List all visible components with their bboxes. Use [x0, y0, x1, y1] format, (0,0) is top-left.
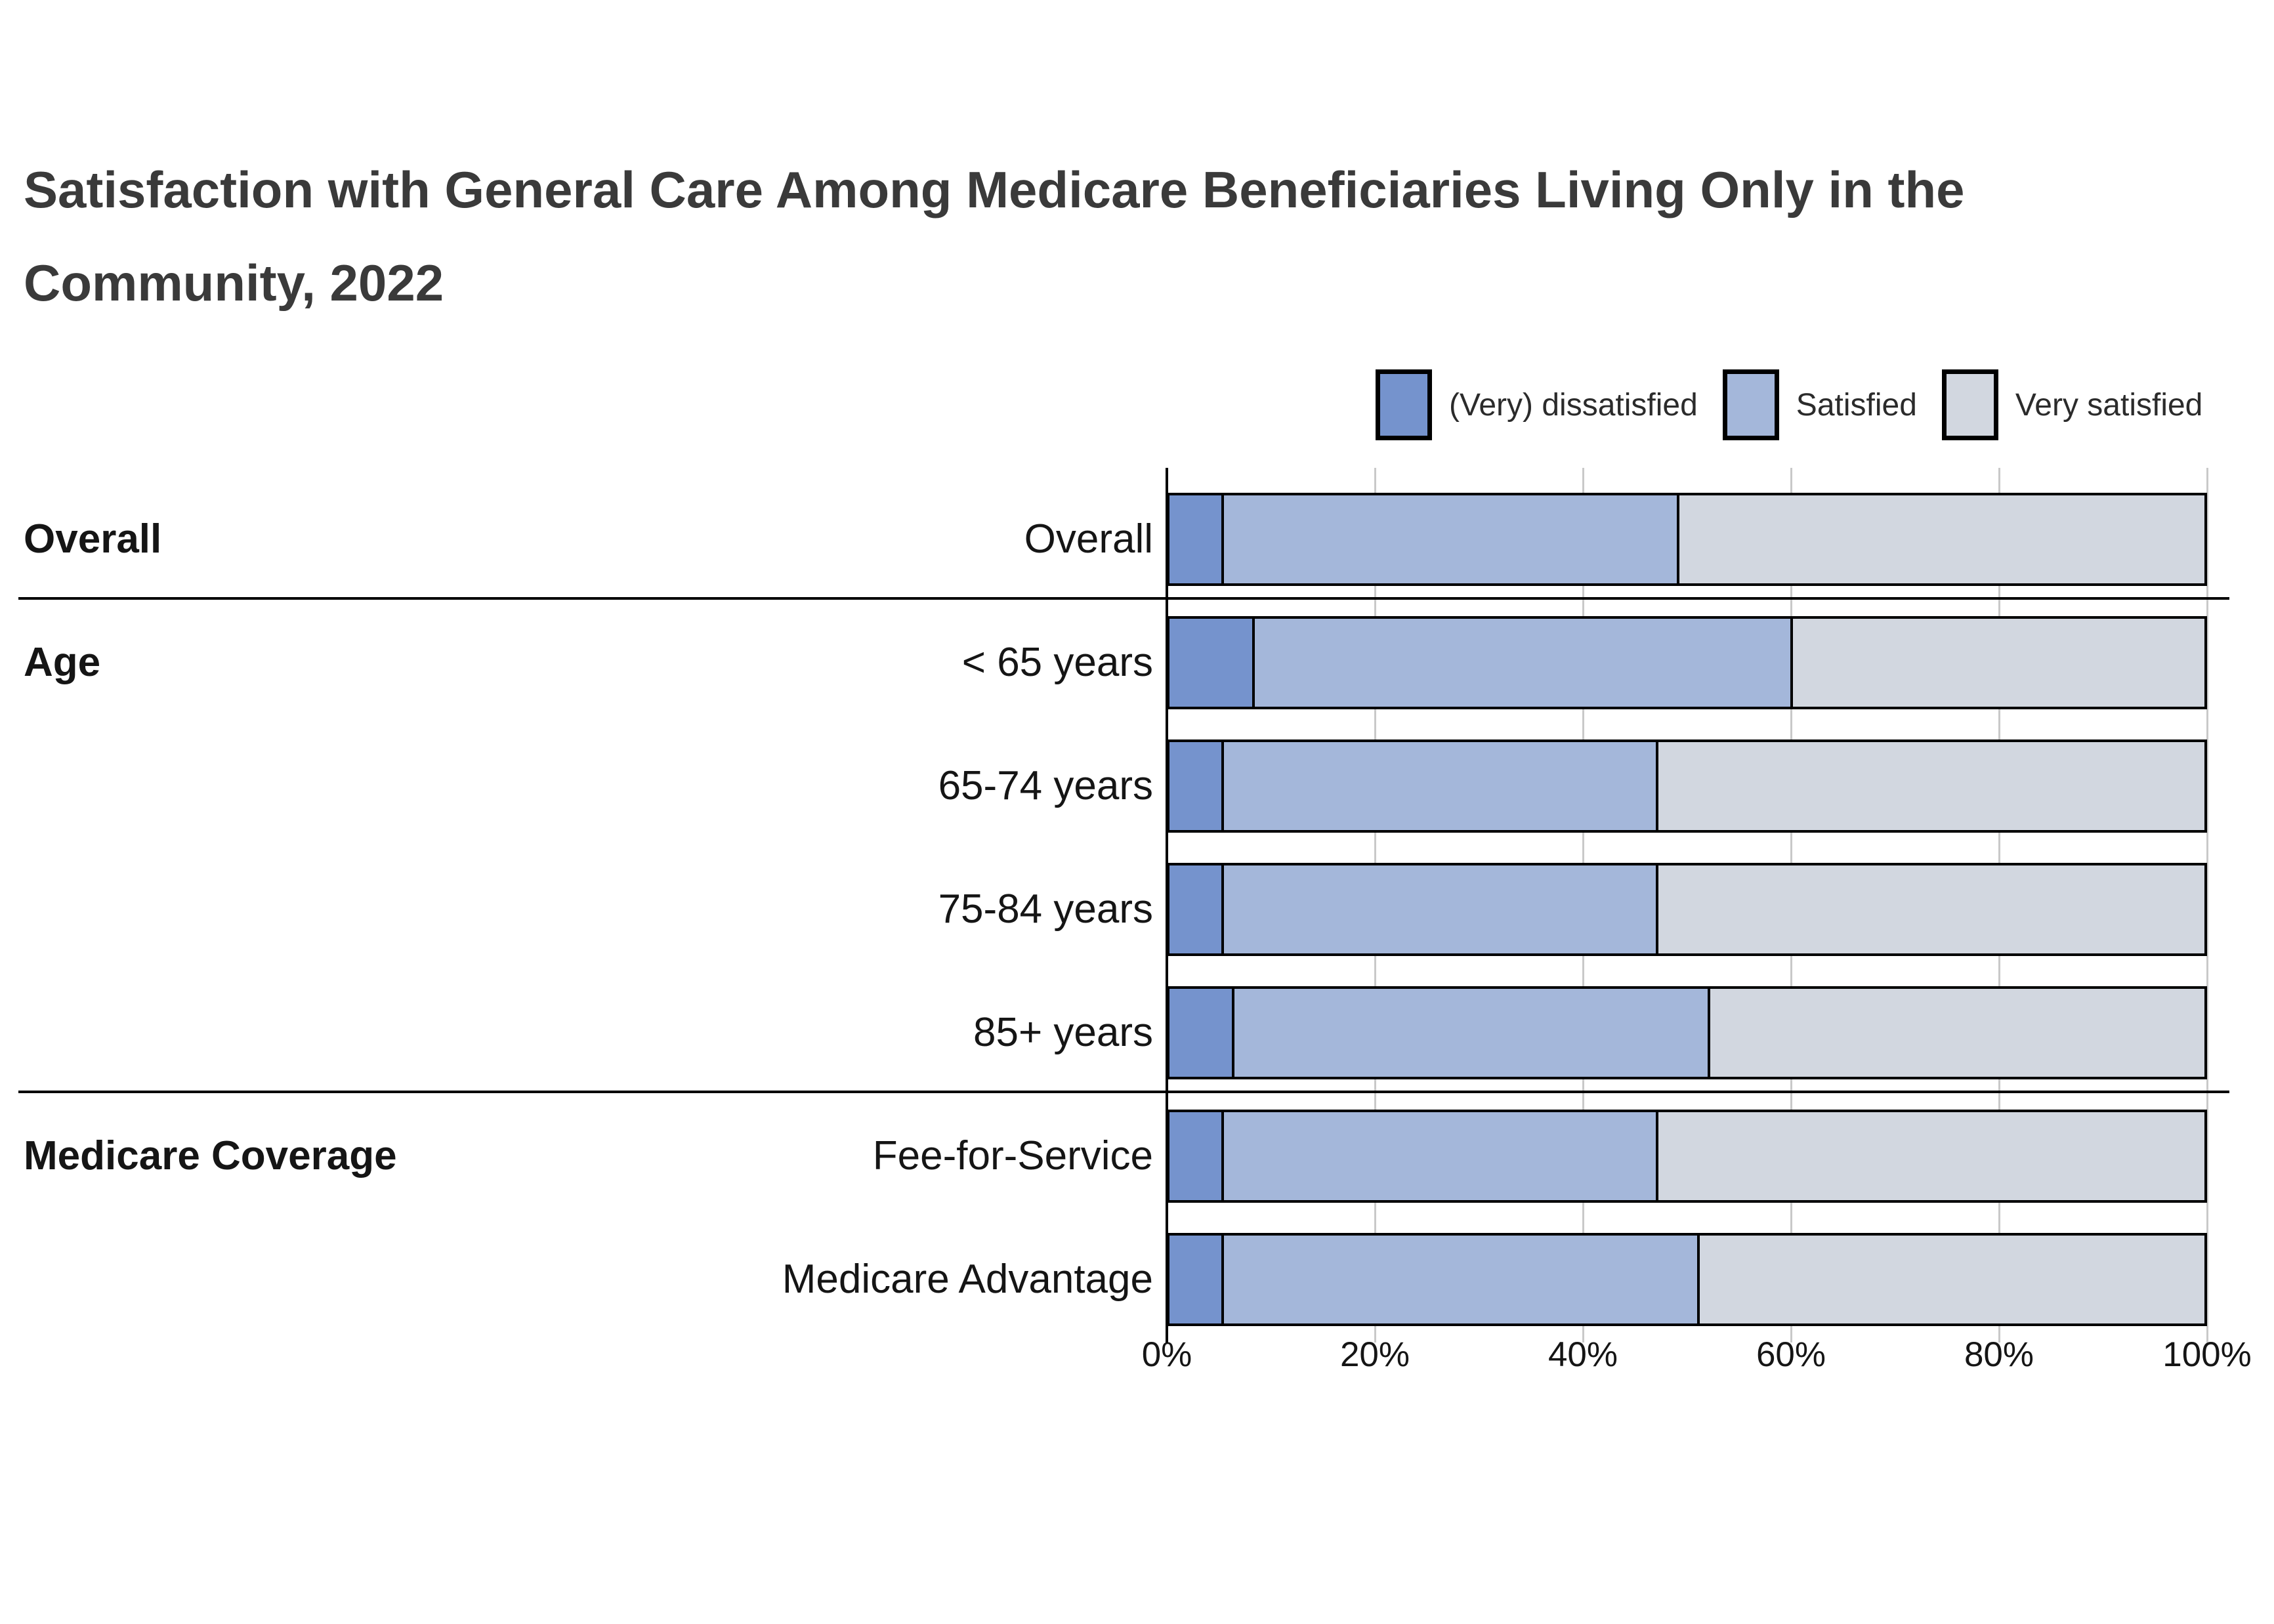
- row-label-7: Medicare Advantage: [782, 1257, 1153, 1302]
- bar-segment: [1221, 495, 1677, 583]
- stacked-bar-2: [1167, 616, 2207, 709]
- plot-area: [1166, 468, 2208, 1343]
- bar-segment: [1169, 619, 1253, 707]
- bar-segment: [1252, 619, 1791, 707]
- stacked-bar-3: [1167, 739, 2207, 833]
- bar-segment: [1708, 989, 2204, 1077]
- bar-segment: [1169, 865, 1221, 953]
- bar-segment: [1790, 619, 2204, 707]
- bar-segment: [1221, 1236, 1698, 1323]
- chart-title-line2: Community, 2022: [24, 254, 444, 312]
- row-label-4: 75-84 years: [938, 886, 1153, 932]
- bar-segment: [1169, 1112, 1221, 1200]
- x-tick-label-100: 100%: [2162, 1335, 2252, 1374]
- bar-segment: [1221, 865, 1656, 953]
- bar-segment: [1169, 495, 1221, 583]
- row-label-5: 85+ years: [973, 1010, 1153, 1055]
- legend-label: Very satisfied: [2015, 387, 2203, 423]
- legend-item-2: Satisfied: [1722, 369, 1917, 440]
- legend-item-3: Very satisfied: [1941, 369, 2203, 440]
- legend-label: Satisfied: [1796, 387, 1917, 423]
- bar-segment: [1169, 742, 1221, 830]
- stacked-bar-4: [1167, 863, 2207, 956]
- bar-segment: [1169, 989, 1232, 1077]
- bar-segment: [1656, 865, 2204, 953]
- stacked-bar-1: [1167, 493, 2207, 586]
- group-label-2: Age: [24, 640, 101, 685]
- row-label-6: Fee-for-Service: [872, 1133, 1153, 1178]
- stacked-bar-7: [1167, 1233, 2207, 1326]
- legend: (Very) dissatisfied Satisfied Very satisfi…: [1376, 369, 2202, 440]
- stacked-bar-5: [1167, 986, 2207, 1079]
- bar-segment: [1221, 1112, 1656, 1200]
- legend-swatch-icon: [1376, 369, 1432, 440]
- group-label-3: Medicare Coverage: [24, 1133, 397, 1178]
- bar-segment: [1676, 495, 2204, 583]
- legend-item-1: (Very) dissatisfied: [1376, 369, 1698, 440]
- bar-segment: [1169, 1236, 1221, 1323]
- legend-swatch-icon: [1722, 369, 1779, 440]
- bar-segment: [1656, 742, 2204, 830]
- bar-segment: [1656, 1112, 2204, 1200]
- stacked-bar-6: [1167, 1110, 2207, 1203]
- bar-segment: [1697, 1236, 2204, 1323]
- row-label-2: < 65 years: [961, 640, 1153, 685]
- chart-title: Satisfaction with General Care Among Med…: [24, 143, 2216, 329]
- row-label-1: Overall: [1024, 516, 1153, 562]
- chart-title-line1: Satisfaction with General Care Among Med…: [24, 161, 1965, 219]
- group-separator-1: [18, 597, 2229, 600]
- legend-label: (Very) dissatisfied: [1449, 387, 1698, 423]
- bar-segment: [1221, 742, 1656, 830]
- group-separator-2: [18, 1091, 2229, 1093]
- gridline-100: [2206, 468, 2208, 1343]
- bar-segment: [1231, 989, 1708, 1077]
- row-label-3: 65-74 years: [938, 763, 1153, 808]
- legend-swatch-icon: [1941, 369, 1998, 440]
- group-label-1: Overall: [24, 516, 162, 562]
